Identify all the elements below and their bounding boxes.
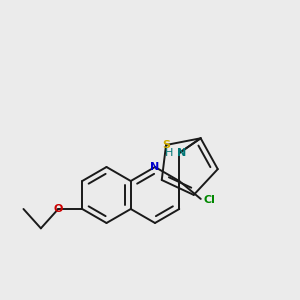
- Text: N: N: [150, 162, 160, 172]
- Text: H: H: [165, 148, 173, 158]
- Text: Cl: Cl: [204, 195, 216, 205]
- Text: O: O: [54, 204, 63, 214]
- Text: N: N: [177, 148, 186, 158]
- Text: S: S: [162, 140, 170, 150]
